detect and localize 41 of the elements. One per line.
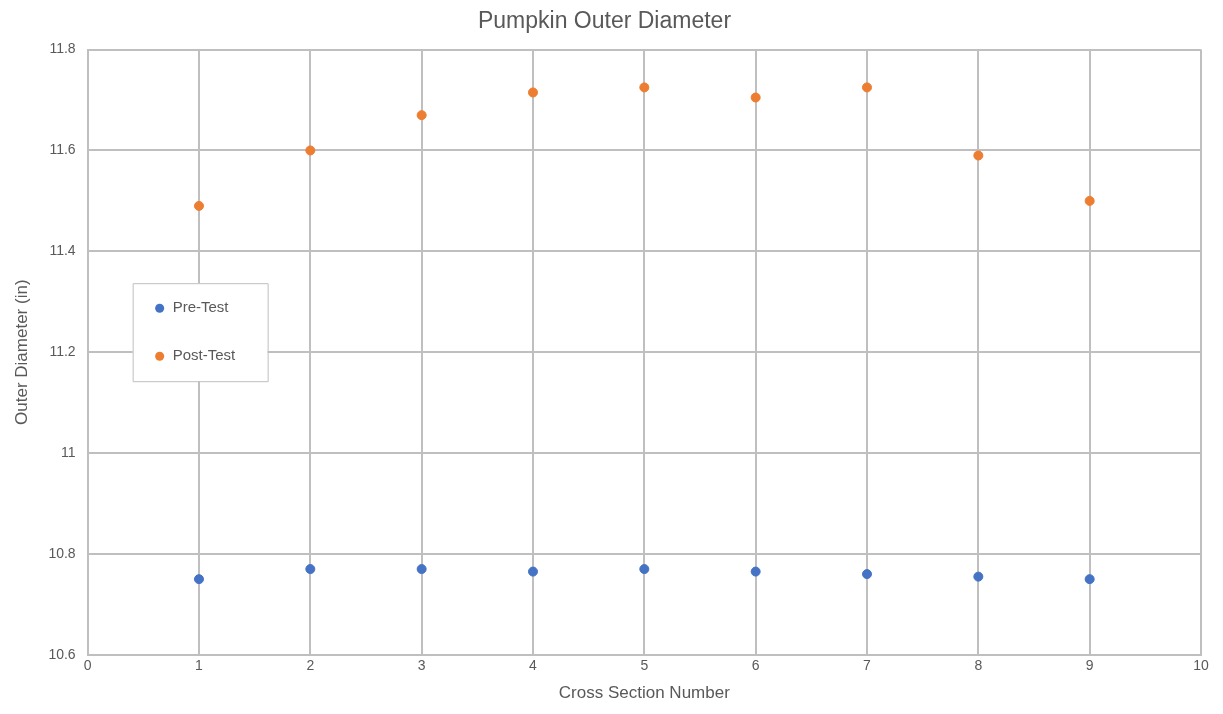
x-tick-label: 3 bbox=[417, 657, 426, 674]
y-tick-label: 10.6 bbox=[48, 645, 76, 662]
point bbox=[416, 110, 427, 121]
point bbox=[193, 200, 204, 211]
point bbox=[1084, 574, 1095, 585]
point bbox=[527, 566, 538, 577]
point bbox=[416, 564, 427, 575]
x-tick-label: 1 bbox=[195, 657, 204, 674]
point bbox=[973, 571, 984, 582]
y-tick-label: 11 bbox=[61, 443, 76, 460]
point bbox=[639, 82, 650, 93]
y-axis-title: Outer Diameter (in) bbox=[11, 279, 31, 425]
x-tick-label: 2 bbox=[306, 657, 315, 674]
x-axis-title: Cross Section Number bbox=[558, 683, 731, 703]
x-tick-label: 9 bbox=[1085, 657, 1094, 674]
legend-label: Pre-Test bbox=[172, 298, 230, 316]
point bbox=[861, 569, 872, 580]
point bbox=[305, 145, 316, 156]
point bbox=[193, 574, 204, 585]
point bbox=[639, 564, 650, 575]
point bbox=[750, 566, 761, 577]
y-tick-label: 11.2 bbox=[49, 343, 76, 360]
y-tick-label: 11.8 bbox=[49, 40, 76, 57]
x-tick-label: 10 bbox=[1193, 657, 1209, 674]
x-tick-label: 5 bbox=[640, 657, 649, 674]
legend-label: Post-Test bbox=[172, 346, 236, 364]
y-tick-label: 11.6 bbox=[49, 141, 76, 158]
x-tick-label: 6 bbox=[751, 657, 760, 674]
point bbox=[973, 150, 984, 161]
x-tick-label: 8 bbox=[974, 657, 983, 674]
point bbox=[861, 82, 872, 93]
y-tick-label: 10.8 bbox=[48, 544, 76, 561]
point bbox=[750, 92, 761, 103]
x-tick-label: 4 bbox=[529, 657, 538, 674]
y-tick-label: 11.4 bbox=[49, 242, 76, 259]
x-tick-label: 0 bbox=[83, 657, 92, 674]
point bbox=[1084, 195, 1095, 206]
point bbox=[305, 564, 316, 575]
point bbox=[527, 87, 538, 98]
chart-title: Pumpkin Outer Diameter bbox=[477, 7, 732, 34]
x-tick-label: 7 bbox=[863, 657, 872, 674]
